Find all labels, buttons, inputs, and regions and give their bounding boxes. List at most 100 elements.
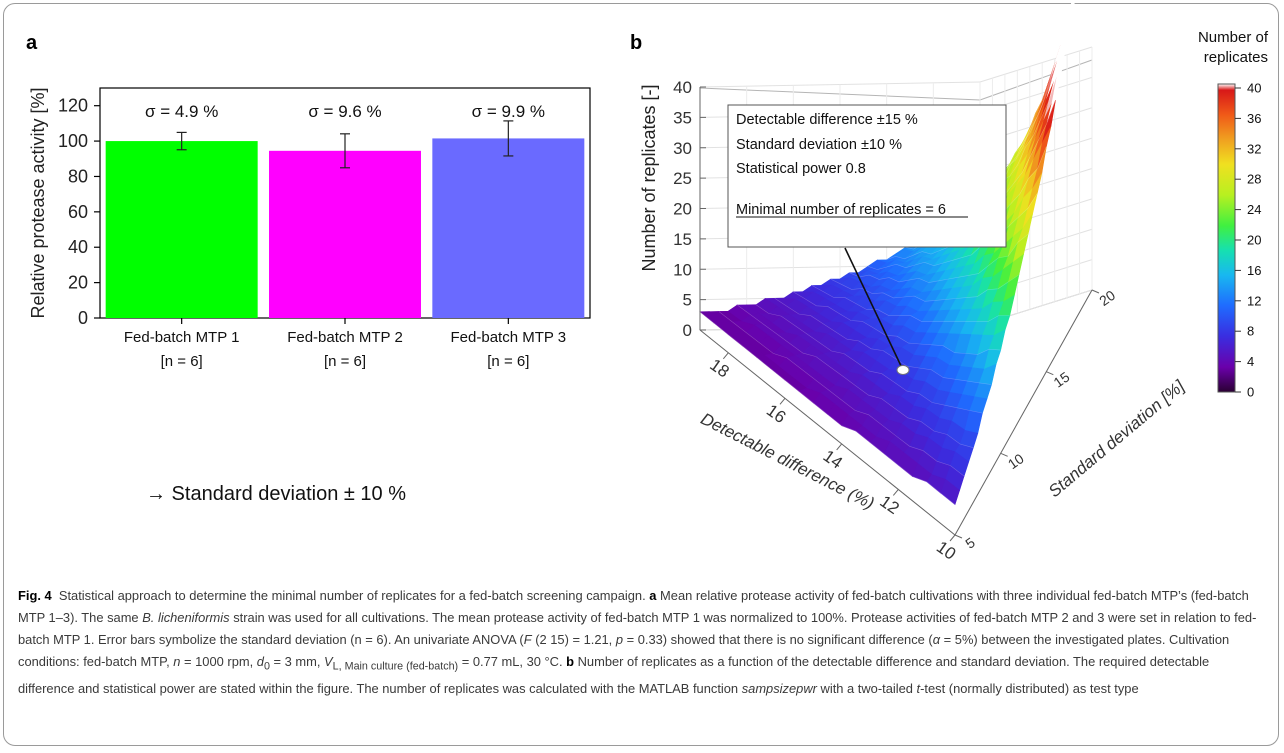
x-tick-label: 12 xyxy=(876,492,902,518)
x-tick-mark xyxy=(722,352,729,360)
y-tick-label: 100 xyxy=(58,131,88,151)
annotation-box: Detectable difference ±15 % Standard dev… xyxy=(727,104,1007,375)
panel-a-letter: a xyxy=(26,32,38,54)
surface-mesh-line xyxy=(867,193,1038,270)
caption-V: V xyxy=(324,654,333,669)
category-sublabel: [n = 6] xyxy=(487,353,529,370)
surface-mesh-line xyxy=(755,304,983,414)
marked-point xyxy=(896,365,910,375)
y-tick-label: 120 xyxy=(58,96,88,116)
colorbar-tick-label: 16 xyxy=(1247,263,1261,278)
caption-alpha: α xyxy=(932,632,941,647)
surface-patch xyxy=(940,478,960,506)
caption-fig-label: Fig. 4 xyxy=(18,588,52,603)
y-tick-label: 40 xyxy=(68,237,88,257)
bars: σ = 4.9 % Fed-batch MTP 1 [n = 6] σ = 9.6 %… xyxy=(105,102,585,370)
colorbar-tick-label: 32 xyxy=(1247,141,1261,156)
panel-b-letter: b xyxy=(630,32,642,54)
caption-b-label: b xyxy=(566,654,575,669)
annotation-line-1: Detectable difference ±15 % xyxy=(736,112,918,128)
surface-mesh-line xyxy=(718,311,965,477)
panel-a-note: → Standard deviation ± 10 % xyxy=(146,483,406,505)
category-sublabel: [n = 6] xyxy=(324,353,366,370)
caption-d0-sub: 0 xyxy=(263,660,270,673)
z-tick-label: 40 xyxy=(673,78,692,97)
category-label: Fed-batch MTP 1 xyxy=(124,329,240,346)
caption-p-val: = 0.33) showed that there is no signific… xyxy=(626,632,933,647)
caption-d0: d xyxy=(256,654,264,669)
y-tick-label: 5 xyxy=(962,534,978,552)
y-tick-mark xyxy=(954,534,963,539)
y-axis-title: Relative protease activity [%] xyxy=(28,87,48,318)
caption-n-val: = 1000 rpm, xyxy=(184,654,254,669)
caption-anova-stat: (2 15) = 1.21, xyxy=(535,632,613,647)
wall-gridline xyxy=(979,46,1093,83)
bar xyxy=(269,150,421,318)
caption-intro: Statistical approach to determine the mi… xyxy=(58,588,646,603)
colorbar-tick-label: 28 xyxy=(1247,172,1261,187)
colorbar-title-line-2: replicates xyxy=(1204,49,1268,66)
x-tick-label: 18 xyxy=(706,355,732,381)
surface-mesh-line xyxy=(699,311,956,505)
colorbar-gradient xyxy=(1217,83,1236,393)
annotation-line-2: Standard deviation ±10 % xyxy=(736,137,902,153)
x-tick-mark xyxy=(949,534,956,542)
colorbar-tick-label: 20 xyxy=(1247,233,1261,248)
caption-p: p xyxy=(615,632,624,647)
surface-mesh-line xyxy=(830,274,1020,302)
category-label: Fed-batch MTP 3 xyxy=(451,329,567,346)
bar-sigma-label: σ = 4.9 % xyxy=(145,102,218,121)
x-tick-mark xyxy=(836,443,843,451)
colorbar-tick-label: 12 xyxy=(1247,293,1261,308)
surface-mesh xyxy=(699,0,1076,506)
bar xyxy=(105,141,258,318)
caption-b-text-3: -test (normally distributed) as test typ… xyxy=(920,680,1139,696)
z-tick-label: 10 xyxy=(673,260,692,279)
z-tick-label: 35 xyxy=(673,108,692,127)
caption-b-text-2: with a two-tailed xyxy=(820,680,913,696)
z-axis-title: Number of replicates [-] xyxy=(639,84,659,271)
y-tick-mark xyxy=(1091,289,1100,294)
bar-chart: 0 20 40 60 80 100 120 σ = 4.9 % Fed-batch MTP 1… xyxy=(28,87,591,370)
y-tick-label: 80 xyxy=(68,166,88,186)
z-tick-label: 5 xyxy=(683,291,692,310)
y-tick-label: 20 xyxy=(68,273,88,293)
caption-F: F xyxy=(523,632,532,647)
bar-sigma-label: σ = 9.6 % xyxy=(308,102,381,121)
colorbar-tick-label: 36 xyxy=(1247,111,1261,126)
annotation-line-3: Statistical power 0.8 xyxy=(736,161,866,177)
annotation-background xyxy=(727,104,1007,248)
caption-b-text-1: Number of replicates as a function of th… xyxy=(18,654,1210,696)
bar-sigma-label: σ = 9.9 % xyxy=(472,102,545,121)
y-tick-mark xyxy=(1000,452,1008,457)
surface-mesh-line xyxy=(811,285,1010,322)
caption-species: B. licheniformis xyxy=(142,610,230,625)
colorbar-tick-label: 4 xyxy=(1247,354,1254,369)
colorbar-tick-label: 24 xyxy=(1247,202,1261,217)
caption-n: n xyxy=(173,654,181,669)
annotation-line-4: Minimal number of replicates = 6 xyxy=(736,202,946,218)
x-tick-mark xyxy=(892,489,899,496)
figure-frame xyxy=(3,3,1279,746)
y-tick-mark xyxy=(1046,371,1054,376)
surface-mesh-line xyxy=(737,304,974,448)
z-tick-label: 15 xyxy=(673,230,692,249)
z-tick-label: 0 xyxy=(683,321,692,340)
category-sublabel: [n = 6] xyxy=(161,353,203,370)
y-tick-label: 0 xyxy=(78,308,88,328)
category-label: Fed-batch MTP 2 xyxy=(287,329,403,346)
colorbar-title-line-1: Number of xyxy=(1198,29,1269,46)
x-tick-label: 16 xyxy=(763,401,789,427)
colorbar-tick-label: 8 xyxy=(1247,324,1254,339)
z-tick-label: 20 xyxy=(673,200,692,219)
caption-V-val: = 0.77 mL, 30 °C. xyxy=(461,654,563,669)
surface-mesh-line xyxy=(849,233,1029,283)
y-axis-ticks: 0 20 40 60 80 100 120 xyxy=(58,96,100,328)
y-axis-title-3d: Standard deviation [%] xyxy=(1045,376,1189,501)
y-tick-label: 60 xyxy=(68,202,88,222)
caption-alpha-val: = 5%) between the investigated plates. C… xyxy=(18,632,1230,669)
